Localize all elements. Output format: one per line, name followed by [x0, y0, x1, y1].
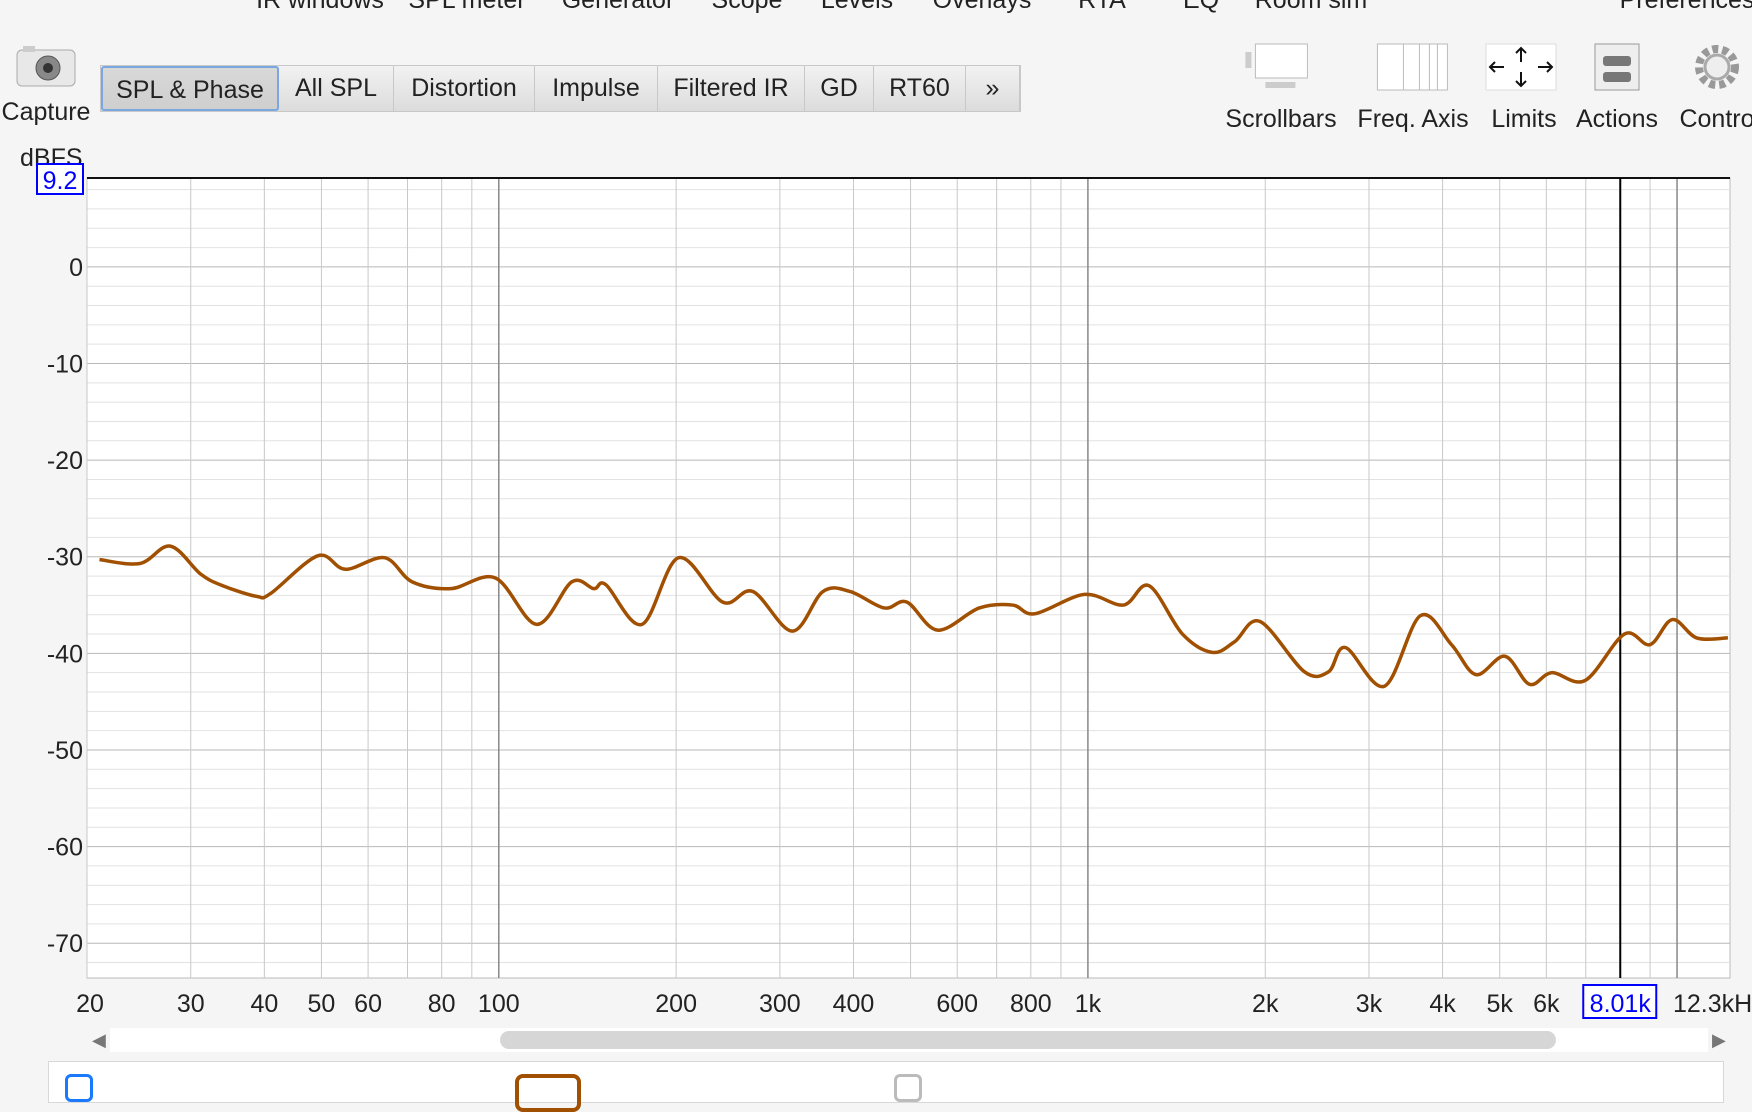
scrollbar-thumb[interactable]	[500, 1031, 1556, 1049]
tab-gd[interactable]: GD	[805, 66, 874, 111]
x-tick-label: 40	[250, 990, 278, 1018]
y-tick-label: -60	[47, 834, 83, 862]
tool-contro-button[interactable]: Contro	[1673, 42, 1752, 134]
checkbox[interactable]	[65, 1074, 93, 1102]
x-end-label: 12.3kHz	[1673, 990, 1752, 1018]
menu-item[interactable]: Overlays	[932, 0, 1032, 14]
horizontal-scrollbar[interactable]	[110, 1028, 1708, 1052]
menu-item[interactable]: Generator	[561, 0, 675, 14]
tool-label: Actions	[1576, 105, 1658, 133]
x-tick-label: 2k	[1252, 990, 1279, 1018]
x-tick-label: 6k	[1533, 990, 1560, 1018]
tab--[interactable]: »	[966, 66, 1020, 111]
x-tick-label: 300	[759, 990, 801, 1018]
freq-axis-icon	[1376, 43, 1448, 91]
tab-bar: SPL & Phase All SPL Distortion Impulse Filte…	[100, 65, 1021, 112]
y-tick-label: -50	[47, 737, 83, 765]
menu-item[interactable]: EQ	[1182, 0, 1220, 14]
x-tick-label: 20	[76, 990, 104, 1018]
capture-label: Capture	[1, 98, 91, 126]
tool-limits-button[interactable]: Limits	[1480, 42, 1568, 134]
limits-icon	[1485, 43, 1557, 91]
cursor-readout: 8.01k	[1590, 990, 1652, 1018]
tool-scrollbars-button[interactable]: Scrollbars	[1225, 42, 1337, 134]
menu-item[interactable]: Preferences	[1619, 0, 1752, 14]
tool-label: Scrollbars	[1225, 105, 1337, 133]
y-tick-label: -30	[47, 544, 83, 572]
x-tick-label: 3k	[1356, 990, 1383, 1018]
menu-item[interactable]: Scope	[711, 0, 783, 14]
y-tick-label: 0	[69, 254, 83, 282]
x-tick-label: 100	[478, 990, 520, 1018]
y-tick-label: -10	[47, 351, 83, 379]
tool-label: Contro	[1679, 105, 1752, 133]
tool-label: Limits	[1491, 105, 1557, 133]
tab-rt60[interactable]: RT60	[874, 66, 966, 111]
tool-freq-axis-button[interactable]: Freq. Axis	[1357, 42, 1469, 134]
x-tick-label: 600	[936, 990, 978, 1018]
y-tick-label: -40	[47, 640, 83, 668]
capture-button[interactable]: Capture	[0, 44, 92, 127]
checkbox[interactable]	[894, 1074, 922, 1102]
x-tick-label: 80	[428, 990, 456, 1018]
y-tick-label: -20	[47, 447, 83, 475]
plot-area	[86, 177, 1731, 979]
scrollbars-icon	[1245, 43, 1308, 88]
x-tick-label: 5k	[1486, 990, 1513, 1018]
camera-icon	[16, 46, 76, 87]
scroll-left-arrow[interactable]: ◀	[92, 1030, 106, 1050]
menu-item[interactable]: IR windows	[256, 0, 384, 14]
spl-trace	[99, 544, 1728, 689]
y-readout-box	[36, 163, 84, 195]
x-tick-label: 50	[308, 990, 336, 1018]
tool-actions-button[interactable]: Actions	[1573, 42, 1661, 134]
tab-filtered-ir[interactable]: Filtered IR	[658, 66, 805, 111]
y-readout: 9.2	[43, 167, 78, 195]
scroll-right-arrow[interactable]: ▶	[1712, 1030, 1726, 1050]
tab-distortion[interactable]: Distortion	[394, 66, 535, 111]
y-tick-label: -70	[47, 930, 83, 958]
menu-item[interactable]: RTA	[1078, 0, 1126, 14]
x-tick-label: 1k	[1075, 990, 1102, 1018]
measurement-panel	[48, 1061, 1724, 1112]
x-tick-label: 400	[833, 990, 875, 1018]
tab-all-spl[interactable]: All SPL	[279, 66, 394, 111]
x-tick-label: 200	[655, 990, 697, 1018]
menu-item[interactable]: Levels	[820, 0, 894, 14]
x-tick-label: 60	[354, 990, 382, 1018]
tab-spl-phase[interactable]: SPL & Phase	[101, 66, 279, 111]
gear-icon	[1695, 45, 1739, 89]
menu-item[interactable]: Room sim	[1254, 0, 1368, 14]
cursor-readout-box	[1582, 984, 1658, 1019]
menu-item[interactable]: SPL meter	[408, 0, 526, 14]
x-tick-label: 4k	[1429, 990, 1456, 1018]
x-tick-label: 800	[1010, 990, 1052, 1018]
tab-impulse[interactable]: Impulse	[535, 66, 658, 111]
actions-icon	[1594, 43, 1640, 91]
x-tick-label: 30	[177, 990, 205, 1018]
tool-label: Freq. Axis	[1357, 105, 1469, 133]
